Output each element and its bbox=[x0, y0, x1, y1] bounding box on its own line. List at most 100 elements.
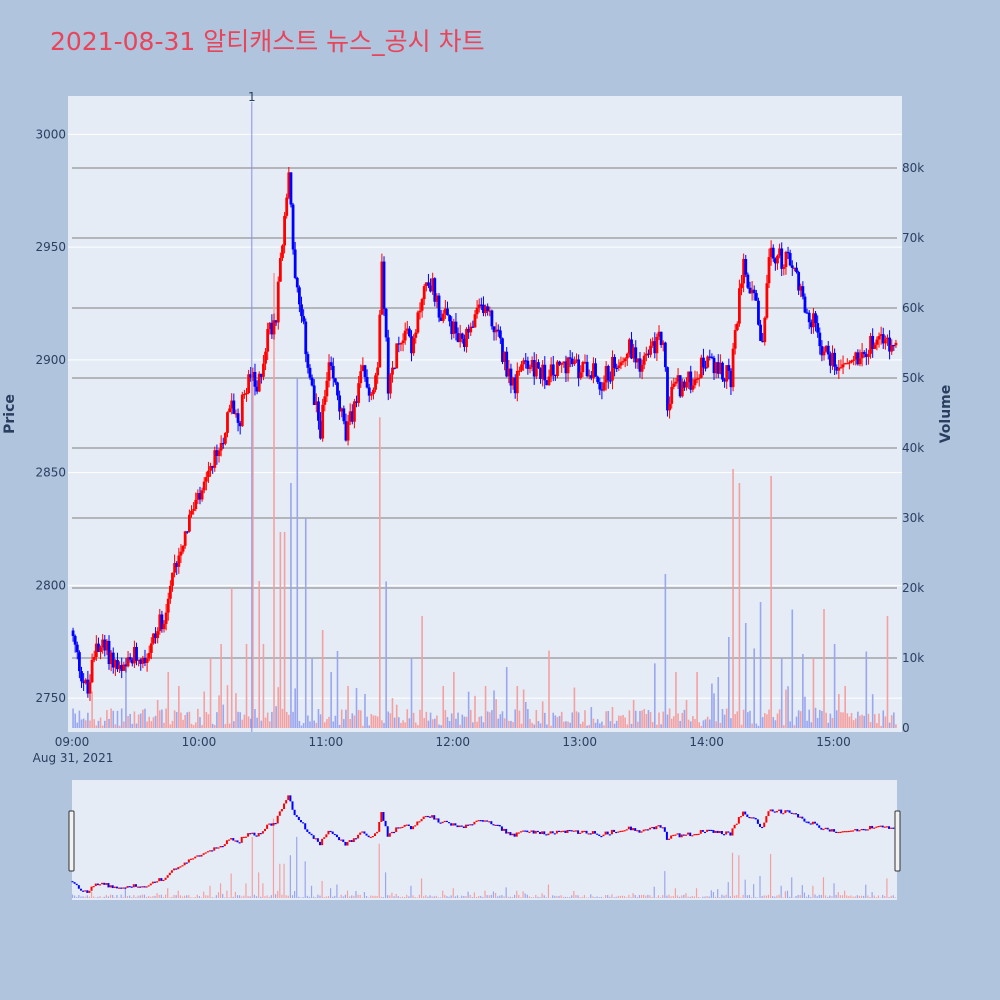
slider-candle bbox=[720, 830, 723, 835]
volume-bar bbox=[577, 712, 580, 728]
volume-grid bbox=[72, 167, 897, 659]
slider-candle bbox=[602, 834, 605, 837]
candle-body bbox=[721, 362, 724, 380]
candle-body bbox=[268, 322, 272, 330]
slider-volume-bar bbox=[260, 896, 262, 898]
volume-bar bbox=[209, 658, 212, 728]
volume-bar bbox=[133, 711, 136, 728]
slider-volume-bar bbox=[871, 892, 873, 898]
candle-body bbox=[543, 364, 547, 381]
candle-body bbox=[185, 531, 189, 533]
volume-bar bbox=[575, 711, 578, 728]
slider-candle bbox=[684, 834, 687, 836]
candle-body bbox=[505, 351, 509, 377]
volume-bar bbox=[751, 723, 753, 728]
slider-candle bbox=[835, 831, 838, 833]
slider-volume-bar bbox=[325, 896, 327, 898]
slider-candle bbox=[302, 822, 305, 824]
slider-volume-bar bbox=[564, 896, 566, 898]
slider-volume-bar bbox=[805, 896, 808, 898]
slider-volume-bar bbox=[712, 891, 715, 898]
candle-body bbox=[272, 320, 276, 335]
volume-bar bbox=[772, 717, 775, 728]
candle-body bbox=[826, 345, 830, 355]
candle-body bbox=[80, 671, 83, 682]
slider-candle bbox=[604, 831, 607, 835]
volume-bar bbox=[791, 609, 794, 728]
candle-body bbox=[894, 342, 898, 346]
slider-candle bbox=[885, 826, 888, 828]
slider-volume-bar bbox=[116, 895, 118, 898]
volume-bar bbox=[556, 717, 559, 728]
volume-bar bbox=[370, 713, 373, 728]
slider-candle bbox=[147, 885, 150, 887]
slider-volume-bar bbox=[399, 897, 401, 898]
candle-body bbox=[408, 328, 411, 337]
volume-bar bbox=[417, 725, 419, 728]
candle-body bbox=[247, 374, 251, 393]
volume-bar bbox=[537, 721, 540, 728]
slider-candle bbox=[638, 830, 641, 833]
slider-candle bbox=[839, 831, 842, 834]
slider-candle bbox=[807, 821, 810, 824]
volume-bar bbox=[307, 715, 309, 728]
volume-bar bbox=[364, 693, 366, 728]
slider-candle bbox=[672, 834, 675, 837]
candle-body bbox=[735, 323, 739, 331]
candle-body bbox=[871, 335, 875, 349]
candle-body bbox=[803, 296, 807, 313]
slider-volume-bar bbox=[653, 886, 655, 898]
candle-body bbox=[92, 657, 96, 660]
slider-volume-bar bbox=[380, 896, 382, 898]
slider-volume-bar bbox=[482, 896, 484, 898]
slider-candle bbox=[439, 822, 442, 824]
slider-volume-bar bbox=[725, 894, 727, 898]
slider-candle bbox=[752, 817, 755, 819]
slider-candle bbox=[536, 830, 539, 833]
slider-volume-bar bbox=[514, 894, 516, 898]
candle-body bbox=[845, 363, 849, 365]
volume-bar bbox=[374, 715, 377, 728]
time-tick-label: 13:00 bbox=[562, 735, 597, 749]
slider-volume-bar bbox=[613, 897, 615, 898]
slider-volume-bar bbox=[607, 895, 609, 898]
range-slider-right-handle[interactable] bbox=[894, 810, 901, 872]
range-slider-left-handle[interactable] bbox=[68, 810, 75, 872]
slider-volume-bar bbox=[702, 896, 704, 898]
volume-bar bbox=[895, 724, 897, 728]
slider-candle bbox=[221, 846, 224, 848]
slider-volume-bar bbox=[71, 894, 74, 898]
candle-body bbox=[71, 630, 75, 637]
candle-body bbox=[545, 380, 549, 385]
volume-bar bbox=[512, 721, 514, 728]
candle-body bbox=[439, 317, 443, 321]
candle-body bbox=[467, 328, 471, 333]
slider-candle bbox=[583, 830, 586, 833]
candle-body bbox=[490, 310, 494, 327]
volume-bar bbox=[611, 707, 614, 728]
volume-bar bbox=[343, 719, 345, 728]
slider-candle bbox=[589, 833, 592, 835]
slider-candle bbox=[634, 828, 637, 831]
volume-bar bbox=[821, 710, 823, 728]
slider-candle bbox=[450, 823, 453, 826]
slider-candle bbox=[200, 854, 203, 857]
volume-bar bbox=[321, 630, 324, 728]
slider-candle bbox=[801, 816, 804, 819]
volume-bar bbox=[497, 718, 500, 728]
slider-candle bbox=[566, 829, 569, 833]
volume-bar bbox=[723, 714, 726, 728]
slider-candle bbox=[316, 838, 319, 842]
candle-body bbox=[388, 374, 392, 394]
volume-bar bbox=[818, 709, 821, 728]
slider-candle bbox=[215, 847, 218, 849]
slider-candle bbox=[443, 820, 446, 823]
slider-candle bbox=[553, 833, 556, 835]
slider-volume-bar bbox=[569, 897, 571, 898]
volume-bar bbox=[463, 716, 466, 728]
volume-bar bbox=[277, 687, 280, 728]
range-slider[interactable] bbox=[68, 780, 901, 900]
candle-body bbox=[833, 352, 836, 367]
volume-bar bbox=[844, 686, 846, 728]
slider-candle bbox=[304, 823, 307, 830]
